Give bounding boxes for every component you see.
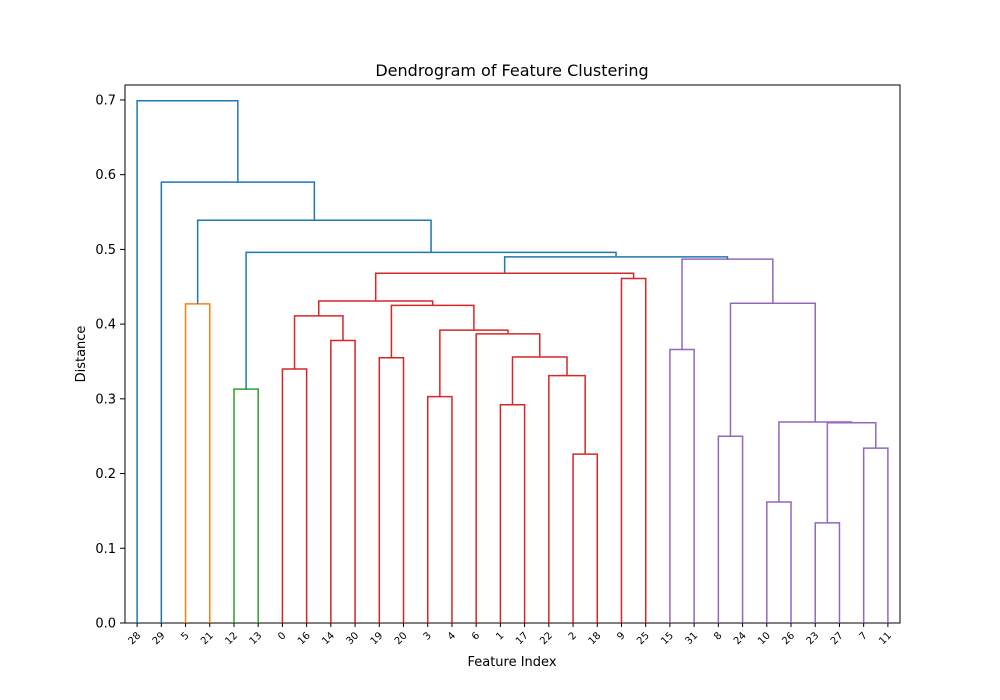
x-axis: 28 29 5 21 12 13 0 16 14 30 19 20 3 4 6 1 17 22 2 18 9 25 15 31… [126, 623, 894, 647]
x-tick-label: 7 [858, 630, 870, 642]
x-tick-label: 11 [877, 630, 894, 647]
dendrogram-link [184, 303, 211, 623]
dendrogram-link [572, 453, 599, 623]
x-tick-label: 15 [659, 630, 676, 647]
x-tick-label: 21 [199, 630, 216, 647]
dendrogram-link [475, 333, 541, 623]
x-tick-label: 2 [567, 630, 579, 642]
dendrogram-link [281, 368, 308, 623]
y-tick-label: 0.2 [95, 467, 116, 482]
x-tick-label: 3 [422, 630, 434, 642]
dendrogram-link [136, 99, 239, 623]
dendrogram-link [862, 447, 889, 623]
dendrogram-link [814, 522, 841, 623]
x-tick-label: 12 [223, 630, 240, 647]
x-tick-label: 20 [393, 630, 410, 647]
y-tick-label: 0.4 [95, 318, 116, 333]
y-tick-label: 0.1 [95, 542, 116, 557]
dendrogram-link [620, 277, 647, 623]
x-tick-label: 0 [276, 630, 288, 642]
x-tick-label: 6 [470, 630, 482, 642]
x-tick-label: 1 [494, 630, 506, 642]
dendrogram-link [548, 374, 586, 623]
x-tick-label: 22 [538, 630, 555, 647]
dendrogram-link [233, 388, 259, 623]
dendrogram-link [378, 356, 405, 623]
dendrogram-link [766, 501, 792, 623]
y-tick-label: 0.3 [95, 392, 116, 407]
dendrogram-link [826, 421, 877, 523]
x-tick-label: 5 [179, 630, 191, 642]
dendrogram-link [729, 302, 816, 437]
x-tick-label: 30 [344, 630, 361, 647]
x-tick-label: 19 [369, 630, 386, 647]
dendrogram-link [778, 421, 853, 502]
x-tick-label: 31 [683, 630, 700, 647]
x-tick-label: 4 [446, 630, 458, 642]
x-axis-label: Feature Index [467, 655, 556, 670]
x-tick-label: 25 [635, 630, 652, 647]
x-tick-label: 14 [320, 630, 337, 647]
x-tick-label: 16 [296, 630, 313, 647]
dendrogram-link [160, 181, 316, 623]
y-axis-label: Distance [74, 326, 89, 383]
y-tick-label: 0.5 [95, 243, 116, 258]
x-tick-label: 26 [780, 630, 797, 647]
chart-title: Dendrogram of Feature Clustering [375, 61, 648, 80]
dendrogram-link [669, 348, 695, 623]
dendrogram-link [374, 272, 635, 301]
dendrogram-link [426, 395, 453, 623]
x-tick-label: 18 [587, 630, 604, 647]
dendrogram-link [330, 339, 356, 623]
x-tick-label: 13 [248, 630, 265, 647]
dendrogram-link [681, 258, 774, 350]
x-tick-label: 23 [805, 630, 822, 647]
dendrogram-link [499, 404, 526, 623]
x-tick-label: 24 [732, 630, 749, 647]
dendrogram-link [511, 356, 568, 405]
y-tick-label: 0.7 [95, 93, 116, 108]
x-tick-label: 9 [615, 630, 627, 642]
dendrogram-link [293, 315, 344, 369]
y-tick-label: 0.0 [95, 617, 116, 632]
y-axis: 0.0 0.1 0.2 0.3 0.4 0.5 0.6 0.7 [95, 93, 125, 632]
x-tick-label: 28 [126, 630, 143, 647]
x-tick-label: 27 [829, 630, 846, 647]
dendrogram-links [136, 99, 889, 623]
x-tick-label: 8 [712, 630, 724, 642]
plot-frame [124, 84, 901, 624]
x-tick-label: 17 [514, 630, 531, 647]
x-tick-label: 29 [151, 630, 168, 647]
dendrogram-link [717, 435, 744, 623]
dendrogram-link [439, 329, 509, 397]
dendrogram-link [196, 219, 432, 304]
y-tick-label: 0.6 [95, 168, 116, 183]
dendrogram-link [390, 304, 475, 358]
dendrogram-link [318, 300, 434, 316]
x-tick-label: 10 [756, 630, 773, 647]
